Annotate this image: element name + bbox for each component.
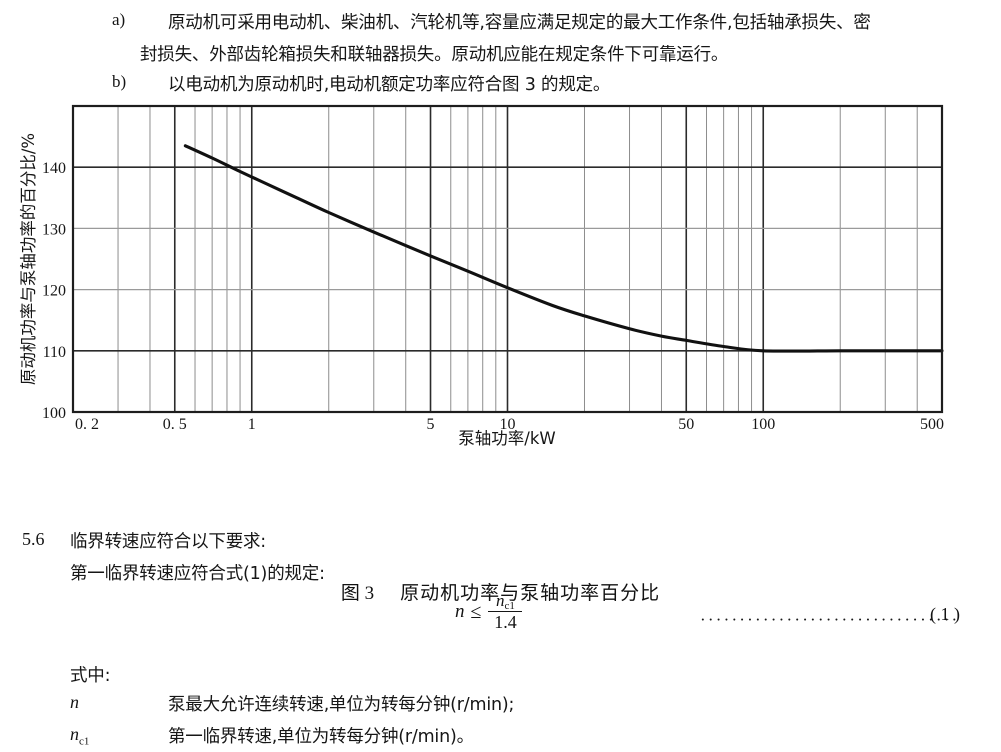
- list-item-b-line-1: 以电动机为原动机时,电动机额定功率应符合图 3 的规定。: [168, 75, 611, 95]
- formula-leader-dots: ·································: [700, 610, 960, 629]
- formula-fraction-bar: [488, 610, 523, 613]
- x-tick-label: 10: [500, 416, 516, 433]
- x-tick-label: 0. 5: [163, 416, 187, 433]
- list-item-a-line-2: 封损失、外部齿轮箱损失和联轴器损失。原动机应能在规定条件下可靠运行。: [140, 45, 729, 65]
- section-heading: 临界转速应符合以下要求:: [70, 532, 266, 552]
- definition-symbol-n: n: [70, 692, 79, 716]
- critical-speed-formula: n ≤ nc1 1.4: [455, 591, 523, 633]
- formula-numerator-base: n: [496, 591, 505, 610]
- formula-row: n ≤ nc1 1.4 ····························…: [0, 592, 1001, 648]
- formula-numerator: nc1: [492, 591, 519, 612]
- figure-caption-number: 图 3: [340, 583, 375, 604]
- y-tick-label: 130: [42, 221, 66, 238]
- figure-3: 0. 2 0. 5 1 5 10 50 100 500 100 110 120 130 140 泵轴功…: [0, 100, 1001, 604]
- x-tick-label: 50: [678, 416, 694, 433]
- section-number: 5.6: [22, 529, 45, 549]
- formula-relation: ≤: [470, 600, 482, 623]
- list-marker-a: a): [112, 10, 126, 29]
- x-tick-label: 1: [248, 416, 256, 433]
- x-axis-tick-labels: 0. 2 0. 5 1 5 10 50 100 500: [75, 416, 944, 433]
- definition-symbol-nc1-sub: c1: [79, 735, 90, 748]
- equation-number: ( 1 ): [930, 604, 960, 624]
- y-tick-label: 140: [42, 160, 66, 177]
- plot-frame: [71, 104, 944, 414]
- formula-fraction: nc1 1.4: [488, 591, 523, 633]
- data-curve: [183, 144, 944, 353]
- section-intro: 第一临界转速应符合式(1)的规定:: [70, 564, 325, 584]
- vertical-minor-gridlines: [117, 106, 918, 412]
- list-marker-b: b): [112, 72, 127, 91]
- x-tick-label: 500: [920, 416, 944, 433]
- definition-text-nc1: 第一临界转速,单位为转每分钟(r/min)。: [168, 727, 474, 747]
- formula-numerator-subscript: c1: [504, 600, 515, 612]
- definition-symbol-n-base: n: [70, 692, 79, 712]
- x-tick-label: 5: [427, 416, 435, 433]
- figure-caption-text: 原动机功率与泵轴功率百分比: [400, 582, 661, 604]
- y-axis-title: 原动机功率与泵轴功率的百分比/%: [19, 133, 38, 385]
- formula-denominator: 1.4: [494, 612, 517, 633]
- definition-symbol-nc1: nc1: [70, 724, 89, 748]
- x-tick-label: 0. 2: [75, 416, 99, 433]
- list-item-a-line-1: 原动机可采用电动机、柴油机、汽轮机等,容量应满足规定的最大工作条件,包括轴承损失…: [168, 13, 871, 33]
- definition-text-n: 泵最大允许连续转速,单位为转每分钟(r/min);: [168, 695, 515, 715]
- y-tick-label: 120: [42, 283, 66, 300]
- power-percentage-chart: 0. 2 0. 5 1 5 10 50 100 500 100 110 120 130 140 泵轴功…: [19, 104, 944, 448]
- formula-lhs: n: [455, 601, 465, 623]
- x-tick-label: 100: [751, 416, 775, 433]
- figure-caption: 图 3 原动机功率与泵轴功率百分比: [0, 578, 1001, 605]
- where-label: 式中:: [70, 666, 111, 686]
- y-tick-label: 100: [42, 405, 66, 422]
- x-axis-title: 泵轴功率/kW: [458, 429, 555, 448]
- y-tick-label: 110: [43, 344, 66, 361]
- definition-symbol-nc1-base: n: [70, 724, 79, 744]
- y-axis-tick-labels: 100 110 120 130 140: [42, 160, 66, 422]
